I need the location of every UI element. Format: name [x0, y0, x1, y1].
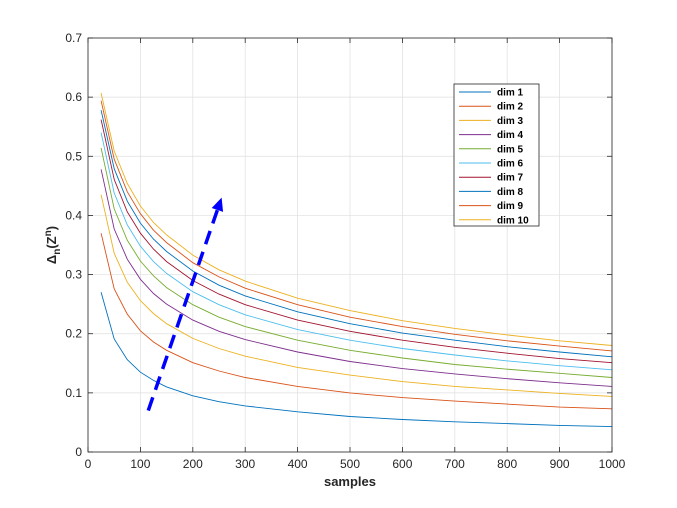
x-tick-label: 900	[550, 457, 570, 471]
x-tick-label: 0	[85, 457, 92, 471]
series-line-dim-2	[100, 233, 613, 410]
legend-label: dim 9	[497, 201, 524, 212]
series-line-dim-7	[100, 119, 613, 364]
y-tick-label: 0.1	[65, 386, 82, 400]
series-line-dim-1	[100, 292, 613, 428]
y-tick-label: 0.2	[65, 327, 82, 341]
x-tick-label: 100	[130, 457, 150, 471]
legend-label: dim 7	[497, 173, 524, 184]
y-label-open-paren: (	[44, 244, 59, 249]
y-label-subscript: n	[52, 249, 63, 255]
arrow-head	[211, 197, 224, 212]
x-tick-label: 700	[445, 457, 465, 471]
y-label-close-paren: )	[44, 226, 59, 230]
x-tick-label: 500	[340, 457, 360, 471]
series-line-dim-9	[100, 100, 613, 352]
x-axis-label: samples	[324, 474, 376, 489]
y-tick-label: 0.3	[65, 268, 82, 282]
x-tick-label: 400	[288, 457, 308, 471]
y-label-delta: Δ	[44, 255, 59, 264]
series-line-dim-3	[100, 194, 613, 397]
legend-label: dim 1	[497, 88, 524, 99]
legend-label: dim 2	[497, 102, 524, 113]
tick-labels: 0 100 200 300 400 500 600 700 800 900 1000 0 0.1 0.2 0…	[65, 31, 625, 471]
y-tick-label: 0.5	[65, 149, 82, 163]
y-axis-label: Δn(Zn)	[43, 226, 63, 264]
legend-label: dim 3	[497, 116, 524, 127]
y-label-z: Z	[44, 236, 59, 244]
series-line-dim-10	[100, 92, 613, 346]
x-tick-label: 200	[183, 457, 203, 471]
arrow-shaft	[146, 209, 220, 412]
series-line-dim-8	[100, 110, 613, 358]
legend-label: dim 8	[497, 187, 524, 198]
legend-label: dim 5	[497, 144, 524, 155]
trend-arrow	[146, 197, 224, 412]
x-tick-label: 800	[497, 457, 517, 471]
legend-label: dim 6	[497, 159, 524, 170]
series-line-dim-5	[100, 147, 613, 378]
y-label-superscript: n	[43, 230, 54, 236]
y-tick-label: 0.4	[65, 208, 82, 222]
legend-label: dim 4	[497, 130, 524, 141]
legend-label: dim 10	[497, 215, 529, 226]
x-tick-label: 1000	[599, 457, 626, 471]
x-tick-label: 300	[235, 457, 255, 471]
series-line-dim-6	[100, 132, 613, 371]
y-tick-label: 0.7	[65, 31, 82, 45]
y-tick-label: 0.6	[65, 90, 82, 104]
x-tick-label: 600	[392, 457, 412, 471]
legend-box	[453, 83, 540, 227]
y-tick-label: 0	[75, 445, 82, 459]
series-line-dim-4	[100, 169, 613, 387]
series-lines	[100, 92, 613, 428]
axis-ticks	[87, 37, 613, 453]
legend: dim 1 dim 2 dim 3 dim 4 dim 5 dim 6 dim 7 dim 8…	[453, 83, 540, 227]
